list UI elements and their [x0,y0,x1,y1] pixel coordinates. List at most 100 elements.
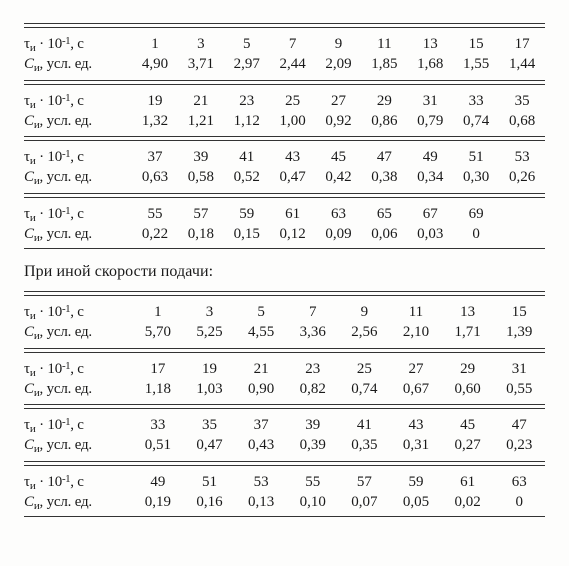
value-cell: 11 [390,302,442,322]
c-row: Cи, усл. ед.0,220,180,150,120,090,060,03… [24,224,545,244]
value-cell: 35 [499,91,545,111]
value-cell: 0,02 [442,492,494,512]
value-cell: 31 [407,91,453,111]
value-cell: 0,35 [339,435,391,455]
value-cells: 5,705,254,553,362,562,101,711,39 [132,322,545,342]
value-cell: 17 [499,34,545,54]
value-cell: 7 [287,302,339,322]
value-cell: 21 [178,91,224,111]
value-cells: 4951535557596163 [132,472,545,492]
value-cell: 0,68 [499,111,545,131]
value-cell: 4,55 [235,322,287,342]
c-row: Cи, усл. ед.0,630,580,520,470,420,380,34… [24,167,545,187]
value-cell: 25 [270,91,316,111]
tau-row: τи · 10-1, с373941434547495153 [24,147,545,167]
double-rule [24,193,545,198]
tau-row: τи · 10-1, с3335373941434547 [24,415,545,435]
value-cell: 0,79 [407,111,453,131]
value-cell: 0,86 [361,111,407,131]
value-cell: 0,13 [235,492,287,512]
value-cell: 15 [493,302,545,322]
double-rule [24,136,545,141]
value-cell: 47 [493,415,545,435]
value-cells: 0,190,160,130,100,070,050,020 [132,492,545,512]
value-cell: 0,07 [339,492,391,512]
value-cell: 0,74 [453,111,499,131]
value-cell: 5 [235,302,287,322]
value-cell: 1,18 [132,379,184,399]
value-cell: 0,55 [493,379,545,399]
value-cell: 41 [339,415,391,435]
row-label-c: Cи, усл. ед. [24,379,132,399]
value-cell: 37 [132,147,178,167]
value-cell: 17 [132,359,184,379]
row-label-tau: τи · 10-1, с [24,302,132,322]
value-cell: 0,52 [224,167,270,187]
value-cell: 59 [390,472,442,492]
value-cell: 1,55 [453,54,499,74]
value-cell: 0,12 [270,224,316,244]
c-row: Cи, усл. ед.4,903,712,972,442,091,851,68… [24,54,545,74]
value-cell: 0,15 [224,224,270,244]
value-cells: 0,510,470,430,390,350,310,270,23 [132,435,545,455]
value-cell: 23 [224,91,270,111]
value-cell: 3,36 [287,322,339,342]
value-cell: 55 [287,472,339,492]
value-cell: 57 [339,472,391,492]
value-cell: 0,26 [499,167,545,187]
value-cell: 33 [132,415,184,435]
value-cell: 0,16 [184,492,236,512]
value-cell: 63 [493,472,545,492]
row-label-tau: τи · 10-1, с [24,472,132,492]
value-cell: 2,10 [390,322,442,342]
value-cell: 0,67 [390,379,442,399]
value-cell [499,204,545,224]
value-cell: 55 [132,204,178,224]
value-cells: 0,630,580,520,470,420,380,340,300,26 [132,167,545,187]
value-cell: 0,92 [316,111,362,131]
single-rule [24,516,545,517]
c-row: Cи, усл. ед.1,321,211,121,000,920,860,79… [24,111,545,131]
value-cell: 0,30 [453,167,499,187]
value-cell: 57 [178,204,224,224]
value-cells: 13579111315 [132,302,545,322]
value-cell: 3 [178,34,224,54]
value-cells: 5557596163656769 [132,204,545,224]
value-cell: 51 [184,472,236,492]
value-cell: 19 [184,359,236,379]
value-cell: 29 [442,359,494,379]
c-row: Cи, усл. ед.5,705,254,553,362,562,101,71… [24,322,545,342]
value-cell: 21 [235,359,287,379]
value-cell: 1 [132,302,184,322]
value-cell: 69 [453,204,499,224]
value-cell: 0,34 [407,167,453,187]
double-rule [24,461,545,466]
row-label-tau: τи · 10-1, с [24,34,132,54]
tau-row: τи · 10-1, с4951535557596163 [24,472,545,492]
value-cell: 29 [361,91,407,111]
value-cell: 0,74 [339,379,391,399]
double-rule [24,348,545,353]
value-cell: 0,09 [316,224,362,244]
value-cells: 373941434547495153 [132,147,545,167]
value-cell: 1,21 [178,111,224,131]
value-cell: 43 [270,147,316,167]
value-cell: 35 [184,415,236,435]
row-label-tau: τи · 10-1, с [24,204,132,224]
row-label-tau: τи · 10-1, с [24,415,132,435]
tau-row: τи · 10-1, с13579111315 [24,302,545,322]
value-cell: 1,12 [224,111,270,131]
value-cell: 2,97 [224,54,270,74]
value-cell: 0,27 [442,435,494,455]
section-caption: При иной скорости подачи: [24,263,545,281]
value-cell: 43 [390,415,442,435]
value-cell: 1,44 [499,54,545,74]
value-cell: 53 [235,472,287,492]
double-rule [24,23,545,28]
value-cell: 1,85 [361,54,407,74]
value-cell: 1,00 [270,111,316,131]
tau-row: τи · 10-1, с5557596163656769 [24,204,545,224]
value-cells: 1719212325272931 [132,359,545,379]
value-cells: 3335373941434547 [132,415,545,435]
value-cell: 1,68 [407,54,453,74]
